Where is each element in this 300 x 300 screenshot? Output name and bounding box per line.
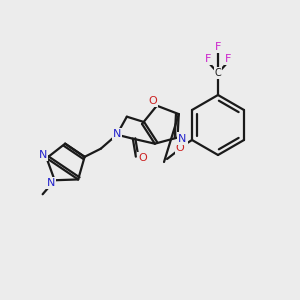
Text: F: F: [225, 54, 231, 64]
Text: C: C: [214, 68, 221, 78]
Text: N: N: [112, 129, 121, 139]
Text: O: O: [139, 153, 147, 163]
Text: F: F: [215, 42, 221, 52]
Text: N: N: [46, 178, 55, 188]
Text: N: N: [178, 134, 187, 144]
Text: O: O: [148, 96, 157, 106]
Text: N: N: [38, 150, 47, 160]
Text: F: F: [205, 54, 211, 64]
Text: O: O: [176, 143, 184, 153]
